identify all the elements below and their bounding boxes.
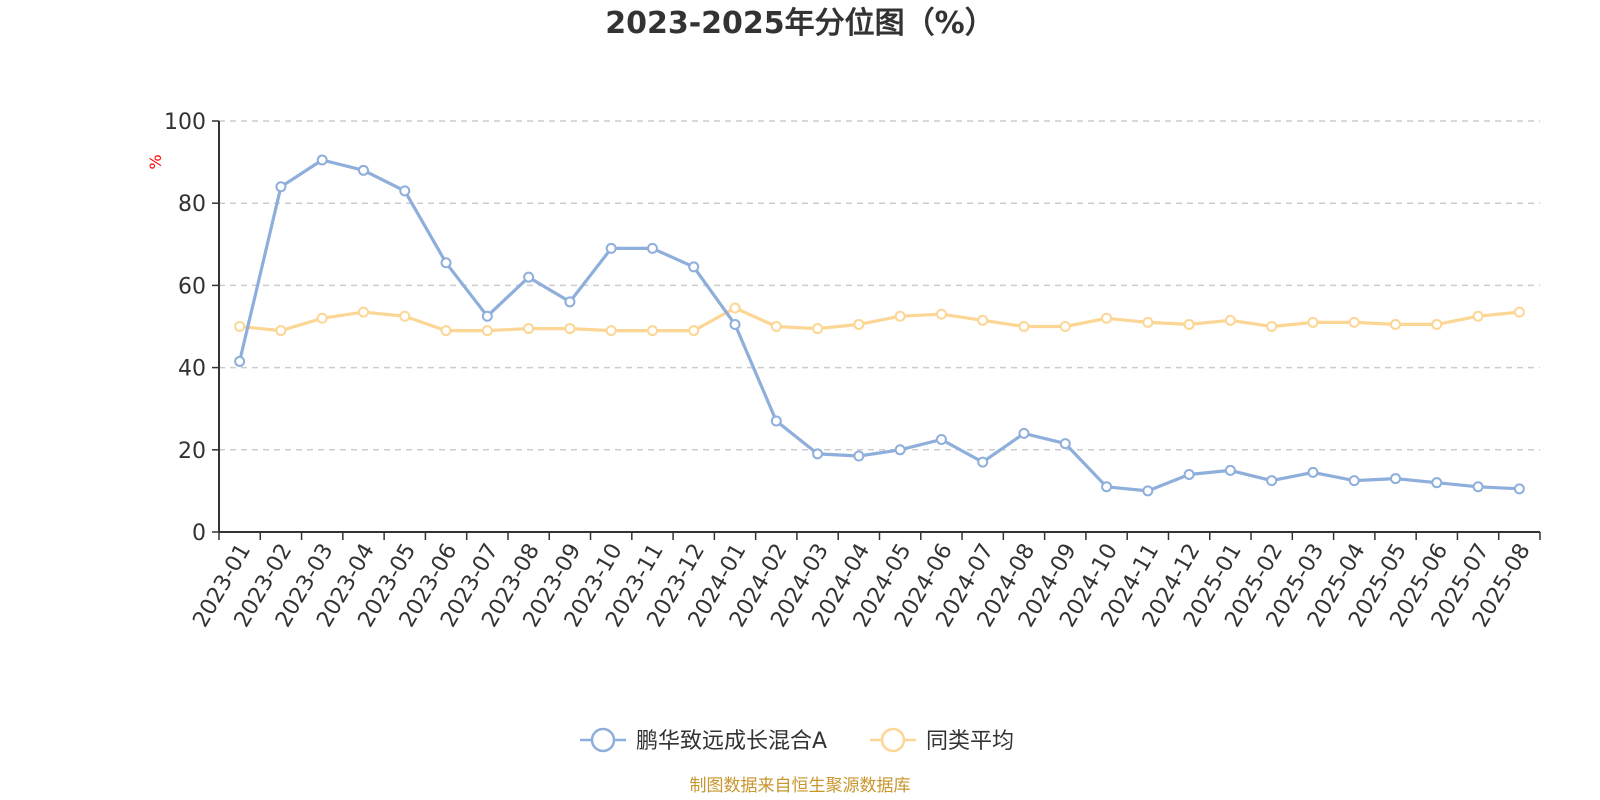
series-line — [239, 306, 1520, 333]
data-point[interactable] — [1018, 321, 1030, 332]
data-point[interactable] — [481, 325, 493, 337]
legend-item[interactable]: 鹏华致远成长混合A — [580, 727, 827, 754]
y-tick-label: 80 — [178, 192, 206, 217]
data-point[interactable] — [1183, 468, 1195, 480]
legend-label: 同类平均 — [926, 729, 1014, 754]
y-tick-label: 40 — [178, 357, 206, 382]
data-point[interactable] — [1224, 314, 1236, 326]
y-tick-label: 0 — [192, 521, 206, 546]
data-point[interactable] — [1101, 312, 1113, 324]
data-point[interactable] — [1472, 310, 1484, 322]
data-point[interactable] — [1390, 473, 1402, 485]
data-point[interactable] — [523, 271, 535, 283]
data-point[interactable] — [1059, 321, 1071, 332]
data-point[interactable] — [275, 181, 287, 193]
data-point[interactable] — [316, 154, 328, 166]
chart-title: 2023-2025年分位图（%） — [605, 6, 995, 41]
data-point[interactable] — [399, 310, 411, 322]
legend[interactable]: 鹏华致远成长混合A 同类平均 — [580, 727, 1014, 754]
y-tick-label: 60 — [178, 274, 206, 299]
data-point[interactable] — [1059, 438, 1071, 450]
legend-item[interactable]: 同类平均 — [870, 727, 1014, 754]
data-point[interactable] — [853, 450, 865, 462]
data-point[interactable] — [646, 325, 658, 337]
data-point[interactable] — [1307, 466, 1319, 478]
data-point[interactable] — [646, 242, 658, 254]
data-point[interactable] — [1142, 316, 1154, 328]
data-point[interactable] — [605, 325, 617, 337]
data-point[interactable] — [935, 308, 947, 320]
data-point[interactable] — [1431, 477, 1443, 489]
y-tick-label: 20 — [178, 439, 206, 464]
data-point[interactable] — [1513, 483, 1525, 495]
data-point[interactable] — [440, 325, 452, 337]
legend-circle-marker — [590, 727, 616, 753]
y-tick-label: 100 — [164, 110, 206, 135]
data-point[interactable] — [564, 296, 576, 308]
data-point[interactable] — [1513, 306, 1525, 318]
data-point[interactable] — [1472, 481, 1484, 493]
data-point[interactable] — [688, 325, 700, 337]
data-point[interactable] — [440, 257, 452, 269]
series-group — [234, 302, 1525, 337]
data-point[interactable] — [234, 355, 246, 367]
data-point[interactable] — [770, 321, 782, 332]
data-point[interactable] — [316, 312, 328, 324]
y-axis-unit: % — [146, 154, 165, 169]
data-point[interactable] — [812, 323, 824, 335]
data-point[interactable] — [894, 444, 906, 456]
data-point[interactable] — [1224, 464, 1236, 476]
data-point[interactable] — [523, 323, 535, 335]
data-point[interactable] — [770, 415, 782, 427]
data-point[interactable] — [688, 261, 700, 273]
legend-label: 鹏华致远成长混合A — [636, 729, 827, 754]
data-point[interactable] — [564, 323, 576, 335]
data-point[interactable] — [812, 448, 824, 460]
data-point[interactable] — [894, 310, 906, 322]
data-point[interactable] — [977, 314, 989, 326]
data-point[interactable] — [1183, 318, 1195, 330]
data-point[interactable] — [1101, 481, 1113, 493]
data-source-note: 制图数据来自恒生聚源数据库 — [690, 776, 911, 796]
data-point[interactable] — [234, 321, 246, 332]
series-group — [234, 154, 1525, 497]
data-point[interactable] — [1348, 316, 1360, 328]
data-point[interactable] — [481, 310, 493, 322]
data-point[interactable] — [275, 325, 287, 337]
series-line — [238, 158, 1520, 493]
legend-circle-marker — [880, 727, 906, 753]
data-point[interactable] — [1348, 475, 1360, 487]
data-point[interactable] — [1307, 316, 1319, 328]
data-point[interactable] — [729, 302, 741, 314]
axes: 0204060801002023-012023-022023-032023-04… — [164, 110, 1541, 632]
data-point[interactable] — [1266, 321, 1278, 332]
data-point[interactable] — [935, 434, 947, 446]
data-point[interactable] — [357, 164, 369, 176]
data-point[interactable] — [1431, 318, 1443, 330]
data-point[interactable] — [357, 306, 369, 318]
data-point[interactable] — [605, 242, 617, 254]
data-point[interactable] — [729, 318, 741, 330]
data-point[interactable] — [399, 185, 411, 197]
data-point[interactable] — [1266, 475, 1278, 487]
data-point[interactable] — [1142, 485, 1154, 497]
data-point[interactable] — [977, 456, 989, 468]
series-lines — [234, 154, 1525, 497]
data-point[interactable] — [1018, 427, 1030, 439]
data-point[interactable] — [853, 318, 865, 330]
grid-lines — [219, 120, 1540, 451]
data-point[interactable] — [1390, 318, 1402, 330]
